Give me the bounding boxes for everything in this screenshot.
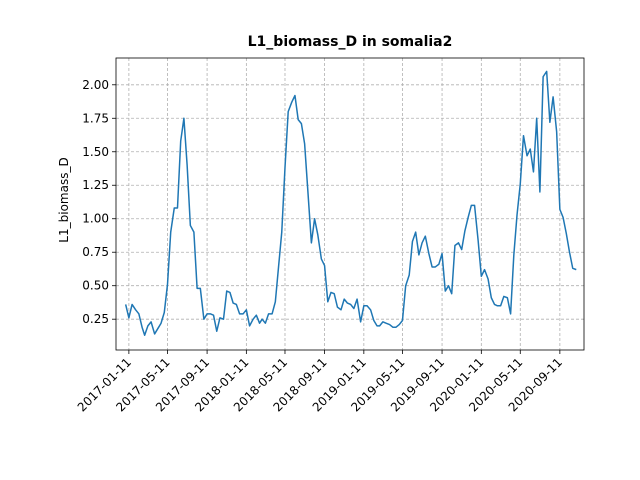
y-tick-label: 2.00 <box>82 78 109 92</box>
series-line <box>124 70 577 337</box>
plot-area-frame <box>115 57 585 351</box>
grid-lines <box>116 58 584 350</box>
y-tick-label: 1.75 <box>82 111 109 125</box>
y-tick-label: 1.25 <box>82 178 109 192</box>
y-tick-label: 0.75 <box>82 245 109 259</box>
series-layer <box>124 70 577 337</box>
y-tick-label: 1.50 <box>82 145 109 159</box>
chart-title: L1_biomass_D in somalia2 <box>248 34 453 50</box>
y-tick-label: 0.25 <box>82 312 109 326</box>
y-tick-label: 0.50 <box>82 279 109 293</box>
y-axis-label: L1_biomass_D <box>57 157 71 242</box>
y-tick-label: 1.00 <box>82 212 109 226</box>
